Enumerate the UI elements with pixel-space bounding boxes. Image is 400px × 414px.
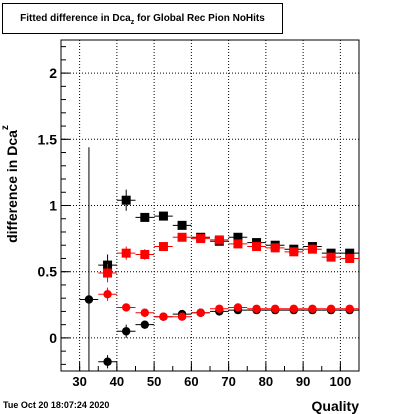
data-point-square [345,253,355,263]
data-point-square [233,239,243,249]
data-point-circle [140,308,150,317]
data-point-circle [345,304,354,313]
x-tick-label: 30 [72,374,86,389]
data-point-circle [159,312,168,321]
x-axis-label: Quality [312,398,360,414]
data-marks [79,147,359,371]
data-point-circle [121,327,131,336]
data-point-square [140,249,150,259]
grid-lines [61,40,359,371]
chart-title-main: Fitted difference in Dca [20,13,131,24]
data-point-circle [252,304,261,313]
x-tick-label: 70 [221,374,235,389]
x-tick-label: 50 [147,374,161,389]
y-tick-label: 1 [49,198,57,214]
data-point-square [140,212,150,222]
data-point-square [233,232,243,242]
x-tick-label: 60 [184,374,198,389]
data-point-square [196,234,206,244]
data-point-square [270,243,280,253]
data-point-circle [308,304,317,313]
chart-title-suffix: for Global Rec Pion NoHits [134,13,265,24]
x-tick-label: 40 [110,374,124,389]
y-tick-label: 1.5 [38,131,58,147]
data-point-square [177,220,187,230]
title-box: Fitted difference in Dcaz for Global Rec… [2,3,283,34]
y-axis-label-subscript: z [0,125,11,130]
data-point-square [121,195,131,205]
data-point-circle [196,308,205,317]
axis-ticks: 30 40 50 60 70 80 90 100 0 0.5 1 1.5 2 [38,46,360,389]
chart-title-subscript: z [130,19,135,26]
data-point-square [307,244,317,254]
data-point-circle [270,304,280,313]
y-tick-label: 2 [49,65,57,81]
data-point-circle [289,304,299,313]
chart-title: Fitted difference in Dcaz for Global Rec… [3,13,282,26]
data-point-circle [103,357,112,366]
y-axis-label: difference in Dcaz [0,125,20,243]
y-tick-label: 0 [49,330,57,346]
data-point-square [121,248,131,258]
x-tick-label: 90 [296,374,310,389]
x-tick-label: 80 [259,374,273,389]
data-point-circle [326,304,336,313]
data-point-square [289,247,299,257]
data-point-square [214,235,224,245]
plot-frame [60,39,360,372]
data-point-circle [140,320,150,329]
data-point-circle [177,312,187,321]
data-point-square [326,252,336,262]
data-point-circle [233,303,243,312]
data-point-square [345,248,355,258]
data-point-square [158,242,168,252]
data-point-circle [121,303,131,312]
data-point-square [158,211,168,221]
y-axis-label-main: difference in Dca [4,130,20,243]
timestamp-footer: Tue Oct 20 18:07:24 2020 [3,400,110,410]
data-point-square [252,242,262,252]
data-point-square [177,232,187,242]
data-point-circle [84,295,94,304]
y-tick-label: 0.5 [38,264,58,280]
x-tick-label: 100 [330,374,352,389]
data-point-circle [215,304,224,313]
data-point-square [103,268,113,278]
data-point-circle [103,290,112,299]
